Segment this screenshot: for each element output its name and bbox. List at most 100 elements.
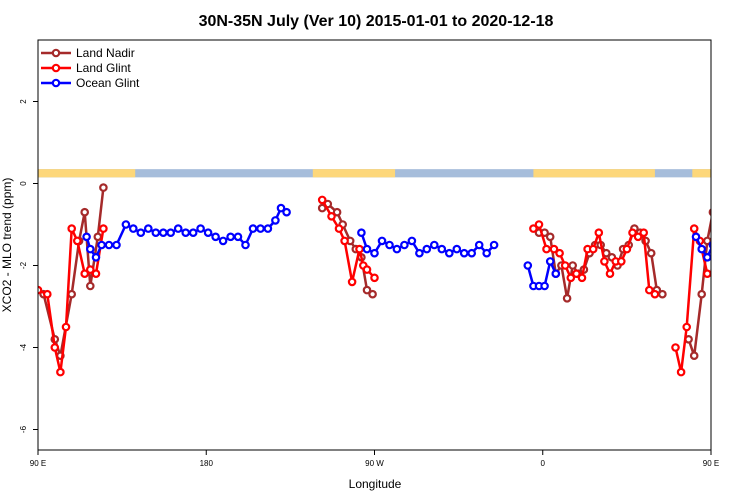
x-axis-label: Longitude: [349, 477, 402, 491]
land-glint-point: [644, 285, 654, 295]
land-nadir-line: [687, 215, 711, 357]
land-glint-point: [616, 257, 626, 266]
land-glint-point: [566, 273, 576, 283]
land-glint-point: [362, 265, 372, 274]
legend-marker: [51, 63, 61, 73]
land-glint-point: [67, 224, 77, 233]
ocean-glint-point: [437, 244, 447, 254]
ocean-glint-point: [241, 240, 250, 250]
land-glint-point: [600, 257, 609, 266]
land-glint-point: [628, 228, 637, 238]
land-glint-point: [334, 224, 344, 233]
land-band-segment: [533, 169, 655, 178]
land-nadir-point: [723, 234, 729, 240]
legend-marker: [51, 78, 61, 88]
land-glint-point: [560, 261, 570, 270]
ocean-glint-point: [697, 244, 707, 254]
ocean-glint-point: [703, 253, 711, 262]
x-tick-label: 180: [200, 459, 214, 468]
series-land-glint: [38, 195, 723, 377]
legend-item-land-glint: Land Glint: [41, 61, 131, 75]
legend-item-land-nadir: Land Nadir: [41, 46, 135, 60]
plot-frame: [37, 39, 712, 451]
ocean-glint-point: [717, 242, 723, 248]
ocean-glint-point: [166, 228, 176, 238]
land-glint-point: [91, 269, 101, 279]
ocean-glint-point: [377, 236, 387, 246]
x-tick-label: 90 E: [30, 459, 46, 468]
land-nadir-point: [689, 351, 699, 361]
land-glint-point: [605, 269, 615, 279]
ocean-glint-point: [725, 242, 731, 248]
land-glint-point: [710, 267, 711, 272]
ocean-glint-point: [474, 240, 484, 250]
ocean-glint-point: [422, 244, 432, 254]
land-glint-point: [717, 271, 723, 277]
land-glint-point: [577, 273, 587, 283]
land-glint-point: [703, 269, 711, 278]
y-axis-ticks: -6 -4 -2 0 2: [19, 99, 38, 433]
series-ocean-glint: [82, 203, 731, 291]
series-land-nadir: [39, 183, 729, 361]
ocean-glint-point: [415, 248, 424, 258]
ocean-glint-point: [248, 224, 258, 233]
land-glint-point: [572, 269, 581, 279]
land-glint-point: [99, 224, 108, 233]
legend-label: Ocean Glint: [76, 76, 140, 90]
ocean-glint-point: [218, 236, 228, 246]
land-glint-point: [38, 285, 43, 295]
ocean-glint-point: [407, 236, 417, 246]
land-glint-point: [42, 289, 52, 299]
ocean-glint-point: [263, 224, 273, 233]
land-nadir-point: [80, 207, 90, 217]
y-tick-label: 0: [19, 181, 28, 186]
y-tick-label: -4: [19, 343, 28, 351]
land-band-segment: [312, 169, 396, 178]
ocean-glint-point: [181, 228, 191, 238]
ocean-glint-point: [211, 232, 220, 242]
y-axis-label: XCO2 - MLO trend (ppm): [0, 178, 14, 313]
land-glint-point: [555, 248, 564, 258]
ocean-glint-point: [444, 248, 454, 258]
land-glint-point: [676, 367, 686, 377]
ocean-glint-point: [362, 244, 372, 254]
ocean-glint-point: [203, 228, 213, 238]
land-glint-point: [73, 236, 82, 246]
land-nadir-point: [86, 281, 95, 291]
land-nadir-point: [658, 289, 667, 299]
land-glint-point: [61, 322, 71, 332]
ocean-glint-point: [151, 228, 161, 238]
land-nadir-point: [332, 207, 342, 217]
ocean-glint-point: [400, 240, 409, 250]
legend-label: Land Glint: [76, 61, 131, 75]
ocean-glint-point: [233, 232, 243, 242]
land-glint-point: [327, 212, 336, 221]
land-glint-point: [370, 273, 379, 283]
land-glint-point: [639, 228, 649, 238]
ocean-glint-point: [540, 281, 549, 291]
ocean-glint-point: [159, 228, 168, 238]
land-glint-point: [534, 220, 544, 229]
ocean-glint-point: [256, 224, 265, 233]
land-glint-point: [347, 277, 357, 287]
land-nadir-point: [562, 293, 572, 303]
ocean-glint-point: [97, 240, 106, 250]
land-glint-point: [622, 244, 632, 254]
ocean-glint-point: [271, 216, 280, 225]
ocean-glint-point: [196, 224, 205, 233]
land-nadir-point: [545, 232, 555, 242]
land-band-segment: [692, 169, 711, 178]
chart-title: 30N-35N July (Ver 10) 2015-01-01 to 2020…: [199, 13, 554, 30]
ocean-glint-point: [276, 203, 286, 213]
land-glint-point: [80, 269, 90, 279]
legend-label: Land Nadir: [76, 46, 135, 60]
ocean-glint-point: [489, 240, 499, 250]
land-glint-point: [355, 244, 364, 254]
land-glint-point: [340, 236, 349, 246]
legend-marker: [51, 48, 61, 58]
ocean-glint-point: [112, 240, 121, 250]
land-glint-point: [542, 244, 551, 254]
ocean-glint-point: [91, 252, 101, 262]
